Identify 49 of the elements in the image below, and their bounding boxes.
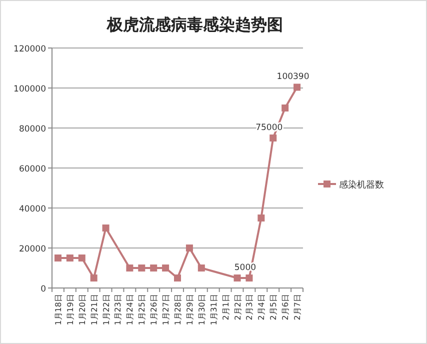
y-tick-label: 20000 bbox=[18, 244, 46, 254]
point bbox=[102, 224, 110, 232]
x-tick-label: 2月3日 bbox=[245, 294, 254, 320]
point bbox=[198, 264, 205, 272]
x-tick-label: 1月27日 bbox=[162, 294, 171, 326]
x-tick-label: 1月28日 bbox=[174, 294, 182, 326]
y-tick-label: 80000 bbox=[18, 124, 46, 134]
point bbox=[66, 254, 74, 262]
point bbox=[150, 264, 158, 272]
x-tick-label: 1月20日 bbox=[78, 294, 87, 326]
x-tick-label: 1月24日 bbox=[126, 294, 135, 326]
point bbox=[294, 84, 301, 91]
x-tick-label: 2月2日 bbox=[233, 294, 242, 320]
x-tick-label: 2月1日 bbox=[221, 294, 230, 320]
point bbox=[138, 264, 146, 272]
x-tick-label: 2月7日 bbox=[293, 294, 302, 320]
y-tick-label: 60000 bbox=[18, 164, 46, 174]
point bbox=[258, 214, 265, 222]
x-tick-label: 1月29日 bbox=[185, 294, 194, 326]
x-tick-label: 1月30日 bbox=[197, 294, 206, 326]
x-tick-label: 2月6日 bbox=[281, 294, 290, 320]
point bbox=[234, 274, 241, 282]
point bbox=[174, 274, 181, 282]
x-tick-label: 1月19日 bbox=[66, 294, 75, 326]
y-tick-label: 0 bbox=[40, 284, 46, 294]
x-tick-label: 1月31日 bbox=[209, 294, 218, 326]
point bbox=[246, 274, 253, 282]
point bbox=[90, 274, 98, 282]
x-tick-label: 2月5日 bbox=[269, 294, 278, 320]
x-tick-label: 1月26日 bbox=[150, 294, 159, 326]
y-tick-label: 120000 bbox=[14, 44, 46, 54]
x-tick-label: 1月23日 bbox=[114, 294, 123, 326]
chart-title: 极虎流感病毒感染趋势图 bbox=[106, 15, 283, 34]
point bbox=[162, 264, 170, 272]
point bbox=[270, 134, 277, 142]
x-tick-label: 2月4日 bbox=[257, 294, 266, 320]
x-tick-label: 1月21日 bbox=[90, 294, 99, 326]
x-tick-label: 1月25日 bbox=[138, 294, 147, 326]
x-tick-label: 1月18日 bbox=[54, 294, 63, 326]
y-tick-label: 100000 bbox=[14, 84, 46, 94]
point bbox=[186, 244, 193, 252]
point bbox=[78, 254, 86, 262]
legend-label: 感染机器数 bbox=[339, 180, 384, 190]
point bbox=[282, 104, 289, 112]
x-tick-label: 1月22日 bbox=[102, 294, 111, 326]
point bbox=[54, 254, 62, 262]
data-label: 100390 bbox=[276, 72, 310, 82]
point bbox=[126, 264, 134, 272]
y-tick-label: 40000 bbox=[18, 204, 46, 214]
